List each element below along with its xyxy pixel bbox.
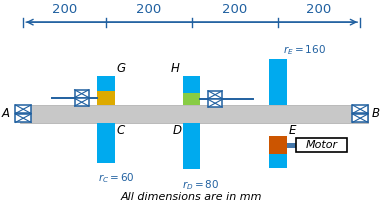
Text: Motor: Motor [305, 140, 338, 150]
Text: G: G [117, 62, 126, 75]
FancyBboxPatch shape [269, 154, 287, 168]
FancyBboxPatch shape [183, 93, 200, 104]
Text: 200: 200 [52, 3, 77, 16]
FancyBboxPatch shape [15, 114, 31, 122]
Text: H: H [171, 62, 180, 75]
FancyBboxPatch shape [183, 123, 200, 169]
FancyBboxPatch shape [269, 59, 287, 104]
Text: 200: 200 [222, 3, 248, 16]
FancyBboxPatch shape [183, 76, 200, 93]
Text: $r_E = 160$: $r_E = 160$ [283, 43, 326, 57]
FancyBboxPatch shape [74, 98, 89, 106]
Text: All dimensions are in mm: All dimensions are in mm [121, 192, 262, 202]
FancyBboxPatch shape [352, 105, 368, 113]
FancyBboxPatch shape [208, 91, 222, 98]
Text: $r_C = 60$: $r_C = 60$ [98, 172, 135, 185]
FancyBboxPatch shape [97, 91, 115, 104]
FancyBboxPatch shape [287, 143, 296, 148]
FancyBboxPatch shape [352, 114, 368, 122]
Text: 200: 200 [306, 3, 332, 16]
Text: $r_D = 80$: $r_D = 80$ [182, 178, 220, 192]
Text: B: B [372, 107, 380, 120]
Text: E: E [289, 124, 296, 137]
Text: 200: 200 [136, 3, 161, 16]
FancyBboxPatch shape [97, 123, 115, 163]
FancyBboxPatch shape [296, 138, 347, 152]
FancyBboxPatch shape [19, 104, 368, 123]
FancyBboxPatch shape [15, 105, 31, 113]
FancyBboxPatch shape [208, 99, 222, 107]
Text: D: D [172, 124, 181, 137]
Text: A: A [2, 107, 10, 120]
FancyBboxPatch shape [74, 90, 89, 98]
FancyBboxPatch shape [269, 136, 287, 154]
FancyBboxPatch shape [97, 76, 115, 91]
Text: C: C [117, 124, 125, 137]
